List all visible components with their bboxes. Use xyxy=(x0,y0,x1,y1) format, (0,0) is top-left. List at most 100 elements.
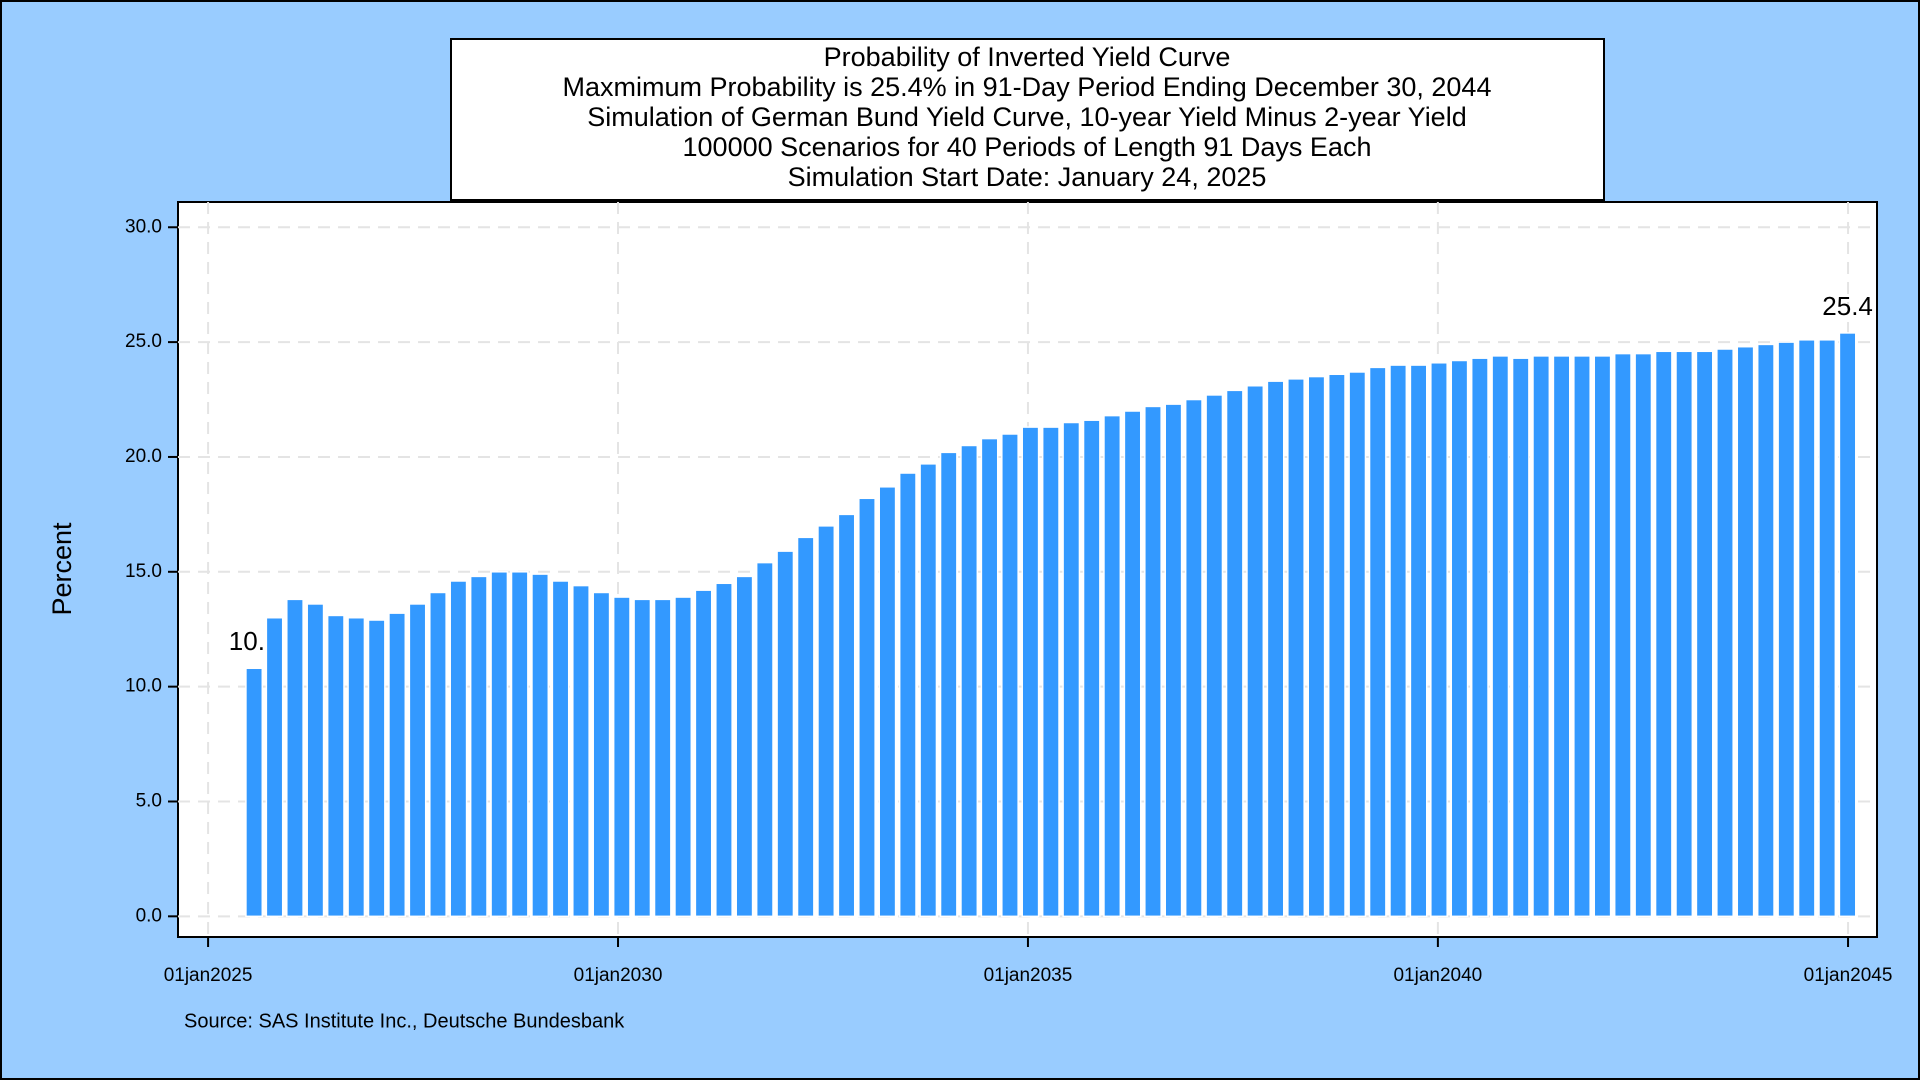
bar xyxy=(653,598,672,918)
chart-subtitle: Maxmimum Probability is 25.4% in 91-Day … xyxy=(563,72,1492,102)
bar xyxy=(1266,380,1285,918)
bar xyxy=(1062,421,1081,918)
bar xyxy=(1532,355,1551,918)
bar xyxy=(1756,343,1775,918)
bar xyxy=(510,571,529,918)
y-tick-label: 0.0 xyxy=(136,905,162,926)
bar xyxy=(572,584,590,918)
bar xyxy=(1123,410,1142,918)
source-note: Source: SAS Institute Inc., Deutsche Bun… xyxy=(184,1010,625,1032)
bar xyxy=(1184,398,1203,918)
y-tick-label: 5.0 xyxy=(136,791,162,812)
bar xyxy=(1082,419,1101,918)
chart-subtitle: Simulation Start Date: January 24, 2025 xyxy=(788,162,1267,192)
x-tick-label: 01jan2045 xyxy=(1804,965,1893,986)
bar xyxy=(1716,348,1734,918)
chart-subtitle: Simulation of German Bund Yield Curve, 1… xyxy=(587,102,1466,132)
y-tick-label: 15.0 xyxy=(125,561,162,582)
value-label: 25.4 xyxy=(1822,291,1873,321)
bar xyxy=(490,571,509,918)
chart-title: Probability of Inverted Yield Curve xyxy=(824,42,1231,72)
bar xyxy=(837,513,856,918)
bar xyxy=(939,451,958,918)
bar xyxy=(551,580,570,918)
bar xyxy=(1389,364,1408,918)
title-box xyxy=(450,38,1605,201)
bar xyxy=(1409,364,1428,918)
bar xyxy=(367,619,386,918)
bar xyxy=(817,525,836,918)
bar xyxy=(347,616,366,918)
bar xyxy=(960,444,979,918)
bar xyxy=(1287,378,1305,918)
bar xyxy=(429,591,447,918)
bar xyxy=(1307,375,1326,918)
bar xyxy=(1736,345,1755,918)
bar xyxy=(1041,426,1060,918)
bar xyxy=(1144,405,1162,918)
bar xyxy=(1348,371,1367,918)
bar xyxy=(592,591,611,918)
bar xyxy=(1552,355,1571,918)
bar xyxy=(715,582,733,918)
y-tick-label: 30.0 xyxy=(125,216,162,237)
bar xyxy=(755,561,774,918)
bar xyxy=(469,575,488,918)
bar xyxy=(1103,414,1122,918)
y-tick-label: 25.0 xyxy=(125,331,162,352)
bar xyxy=(1164,403,1183,918)
bar xyxy=(858,497,876,918)
bar xyxy=(1634,352,1653,918)
bar xyxy=(1430,362,1448,918)
bar xyxy=(1675,350,1694,918)
bar xyxy=(449,580,468,918)
bar xyxy=(694,589,713,918)
bar xyxy=(1511,357,1530,918)
bar xyxy=(633,598,652,918)
bar xyxy=(1573,355,1591,918)
bar xyxy=(674,596,693,918)
bar xyxy=(1797,339,1816,918)
bar xyxy=(1818,339,1837,918)
bar xyxy=(1695,350,1714,918)
bar xyxy=(735,575,754,918)
bar xyxy=(1450,359,1469,918)
bar xyxy=(265,616,284,918)
x-tick-label: 01jan2030 xyxy=(574,965,663,986)
bar xyxy=(898,472,917,918)
bar xyxy=(1021,426,1040,918)
bar xyxy=(1225,389,1244,918)
x-tick-label: 01jan2025 xyxy=(164,965,253,986)
bar xyxy=(1613,352,1632,918)
bar xyxy=(1593,355,1612,918)
bar xyxy=(1838,332,1857,918)
y-tick-label: 10.0 xyxy=(125,676,162,697)
x-tick-label: 01jan2040 xyxy=(1393,965,1482,986)
bar xyxy=(980,437,999,918)
x-tick-label: 01jan2035 xyxy=(984,965,1073,986)
bar xyxy=(408,603,427,918)
bar xyxy=(326,614,345,918)
bar xyxy=(796,536,815,918)
bar xyxy=(1001,433,1019,918)
bar xyxy=(612,596,631,918)
bar xyxy=(1246,385,1265,918)
bar xyxy=(1327,373,1346,918)
bar xyxy=(776,550,795,918)
bar xyxy=(245,667,264,918)
bar xyxy=(1777,341,1796,918)
y-tick-label: 20.0 xyxy=(125,446,162,467)
bar xyxy=(878,486,897,918)
bar xyxy=(1470,357,1489,918)
bar xyxy=(286,598,304,918)
bar xyxy=(919,463,938,918)
bar xyxy=(306,603,325,918)
bar xyxy=(1654,350,1673,918)
bar xyxy=(1205,394,1224,918)
bar xyxy=(531,573,550,918)
bar xyxy=(388,612,407,918)
bar xyxy=(1491,355,1510,918)
y-axis-label: Percent xyxy=(47,522,77,616)
